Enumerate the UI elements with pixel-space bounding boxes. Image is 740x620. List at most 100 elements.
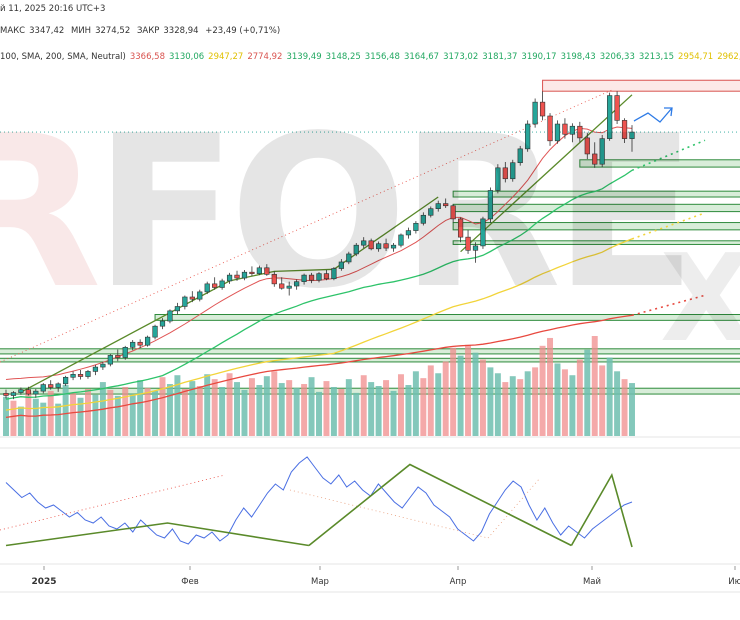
high-value: 3347,42: [29, 26, 65, 36]
volume-bar: [166, 384, 173, 436]
candle-body: [457, 218, 464, 238]
volume-bar: [576, 359, 583, 436]
candle-body: [502, 167, 508, 180]
forecast-arrowhead: [664, 107, 673, 117]
oscillator-line: [5, 456, 633, 545]
forecast-arrow: [633, 107, 673, 123]
volume-bar: [152, 390, 159, 436]
volume-bar: [316, 391, 322, 436]
candle-body: [197, 291, 203, 300]
candle-body: [182, 296, 188, 307]
volume-bar: [405, 385, 412, 436]
candle-body: [249, 271, 255, 274]
volume-bar: [114, 395, 121, 436]
volume-bar: [584, 349, 591, 436]
candle-body: [219, 280, 225, 288]
trend-line: [460, 94, 633, 253]
volume-bar: [256, 385, 263, 436]
ma-value: 3173,02: [443, 52, 479, 62]
resistance-zone: [542, 79, 740, 92]
support-zone: [452, 203, 740, 213]
candle-body: [510, 162, 516, 180]
volume-bar: [219, 386, 226, 436]
volume-bar: [301, 384, 308, 436]
ma-value: 3206,33: [599, 52, 635, 62]
support-zone: [579, 159, 740, 168]
candle-body: [264, 267, 270, 275]
volume-bar: [494, 373, 501, 436]
volume-bar: [107, 389, 114, 436]
volume-bar: [293, 387, 300, 436]
ma-value: 3198,43: [560, 52, 596, 62]
volume-bar: [539, 345, 546, 436]
support-zone: [154, 314, 740, 321]
candle-body: [107, 355, 113, 365]
candle-body: [174, 306, 181, 312]
candle-body: [346, 253, 352, 263]
candle-body: [532, 101, 538, 125]
candle-body: [100, 363, 106, 368]
candle-body: [420, 214, 426, 224]
volume-bar: [62, 385, 69, 436]
osc-trend-line: [570, 472, 633, 548]
volume-bar: [591, 336, 598, 436]
axis-tick-label: 2025: [31, 577, 56, 587]
volume-bar: [263, 376, 270, 436]
volume-bar: [465, 344, 472, 436]
candle-body: [241, 271, 248, 279]
low-value: 3274,52: [95, 26, 131, 36]
ma-projection: [631, 212, 706, 240]
volume-bars: [0, 336, 740, 438]
ohlc-readout: МАКС 3347,42 МИН 3274,52 ЗАКР 3328,94 +23,4…: [0, 26, 284, 36]
ma-value: 2947,27: [208, 52, 244, 62]
candle-body: [562, 123, 568, 135]
candle-body: [525, 123, 531, 150]
candle-body: [212, 283, 218, 288]
ma-100-line: [5, 238, 633, 411]
candle-body: [294, 281, 300, 287]
annotations: [633, 107, 673, 123]
volume-bar: [517, 379, 524, 436]
osc-divergence-line: [0, 474, 226, 531]
candle-body: [383, 243, 389, 249]
osc-trend-line: [308, 463, 572, 547]
volume-bar: [55, 403, 62, 436]
volume-bar: [92, 394, 99, 436]
volume-bar: [375, 386, 382, 436]
volume-bar: [360, 375, 367, 436]
volume-bar: [248, 378, 255, 436]
volume-bar: [457, 355, 464, 436]
volume-bar: [308, 377, 315, 436]
low-label: МИН: [70, 26, 92, 36]
volume-bar: [368, 382, 375, 436]
candle-body: [547, 115, 553, 142]
volume-bar: [479, 359, 486, 436]
candle-body: [159, 320, 166, 327]
candle-body: [3, 393, 9, 396]
close-value: 3328,94: [163, 26, 199, 36]
candle-body: [137, 341, 143, 346]
support-resistance-zones: [0, 79, 740, 395]
volume-bar: [420, 378, 427, 436]
date-text: й 11, 2025 20:16 UTC+3: [0, 4, 106, 14]
volume-bar: [84, 388, 91, 436]
volume-bar: [286, 380, 293, 436]
candle-body: [130, 341, 136, 348]
high-label: МАКС: [0, 26, 26, 36]
volume-bar: [554, 363, 561, 436]
candle-body: [301, 274, 307, 282]
candle-body: [487, 190, 494, 220]
candle-body: [18, 389, 24, 393]
volume-bar: [569, 375, 576, 436]
volume-bar: [47, 390, 54, 436]
candle-body: [361, 240, 367, 246]
candle-body: [308, 274, 315, 281]
volume-bar: [234, 382, 241, 436]
candle-body: [577, 125, 583, 139]
volume-bar: [532, 367, 539, 436]
candle-body: [234, 274, 240, 279]
axis-tick-label: Май: [583, 577, 601, 587]
candle-body: [607, 95, 613, 139]
volume-bar: [70, 392, 77, 436]
